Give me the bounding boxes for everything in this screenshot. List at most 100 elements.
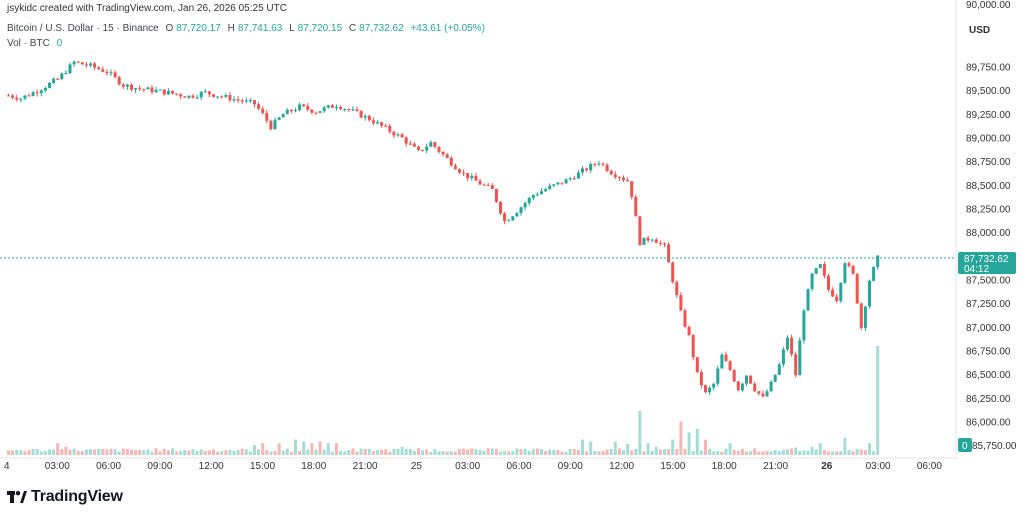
candle-body [162, 89, 166, 95]
candle-body [822, 264, 826, 276]
volume-bar [125, 448, 129, 455]
volume-bar [11, 450, 15, 455]
x-tick-label: 26 [821, 461, 833, 472]
candle-body [720, 354, 724, 369]
volume-bar [626, 443, 630, 455]
volume-bar [708, 448, 712, 455]
candle-body [412, 143, 416, 147]
price-axis[interactable]: USD 90,000.00 89,750.00 89,500.00 89,250.0… [966, 0, 1011, 429]
volume-bar [404, 448, 408, 455]
volume-bars [7, 346, 880, 455]
volume-bar [585, 451, 589, 455]
candle-body [527, 197, 531, 204]
candle-body [154, 89, 158, 93]
volume-bar [683, 448, 687, 455]
volume-label[interactable]: Vol · BTC [7, 38, 50, 49]
candle-body [388, 125, 392, 132]
volume-bar [658, 449, 662, 455]
candle-body [810, 273, 814, 290]
volume-bar [89, 449, 92, 455]
volume-bar [835, 451, 839, 455]
candle-body [207, 91, 211, 95]
volume-bar [146, 449, 150, 455]
tradingview-logo[interactable]: TradingView [7, 488, 123, 506]
volume-bar [679, 421, 683, 455]
volume-bar [806, 450, 810, 455]
volume-bar [84, 449, 88, 455]
volume-bar [39, 451, 43, 455]
volume-bar [48, 449, 51, 455]
volume-bar [52, 449, 56, 455]
candle-body [486, 184, 490, 186]
volume-bar [417, 448, 420, 455]
candle-body [683, 310, 687, 327]
x-tick-label: 21:00 [763, 461, 788, 472]
candle-body [433, 142, 437, 147]
candle-body [421, 149, 425, 151]
y-tick-label: 89,500.00 [966, 86, 1011, 97]
volume-bar [171, 448, 174, 455]
candle-body [277, 117, 281, 120]
volume-bar [425, 449, 429, 455]
volume-bar [478, 449, 482, 455]
y-tick-label: 87,000.00 [966, 323, 1011, 334]
y-tick-partial-top: 90,000.00 [966, 0, 1011, 11]
x-tick-label: 15:00 [660, 461, 685, 472]
candle-body [429, 142, 433, 147]
candle-body [847, 263, 851, 266]
candle-body [80, 62, 84, 65]
candle-body [474, 175, 478, 181]
volume-bar [35, 448, 39, 455]
y-tick-label: 88,500.00 [966, 181, 1011, 192]
candle-body [351, 109, 355, 111]
candle-body [449, 157, 453, 166]
volume-bar [876, 346, 880, 455]
candle-body [601, 163, 605, 165]
candle-body [745, 375, 748, 384]
candle-body [687, 326, 691, 336]
candle-body [617, 177, 621, 179]
volume-bar [281, 450, 285, 455]
volume-badge: 0 85,750.00 [958, 438, 1017, 452]
x-tick-label: 03:00 [455, 461, 480, 472]
volume-bar [97, 448, 101, 455]
candle-body [704, 385, 707, 393]
volume-bar [224, 450, 228, 455]
volume-bar [105, 449, 109, 455]
candle-body [490, 185, 494, 190]
price-badge-bg [958, 252, 1016, 274]
currency-label[interactable]: USD [969, 25, 990, 36]
volume-bar [638, 410, 642, 455]
time-axis[interactable]: 4 03:00 06:00 09:00 12:00 15:00 18:00 21:00 25 03… [4, 461, 942, 472]
volume-bar [486, 448, 490, 455]
volume-bar [166, 450, 170, 455]
candle-body [622, 177, 625, 180]
candle-body [347, 109, 351, 111]
volume-bar [572, 448, 576, 455]
candle-body [482, 184, 486, 186]
candle-body [158, 89, 162, 91]
volume-bar [273, 451, 277, 455]
candle-body [802, 310, 806, 341]
price-chart[interactable]: USD 90,000.00 89,750.00 89,500.00 89,250.0… [0, 0, 1024, 480]
price-badge-value: 87,732.62 [964, 254, 1009, 265]
candle-body [261, 108, 265, 113]
candle-body [179, 94, 183, 97]
candle-body [367, 115, 371, 121]
candle-body [56, 78, 60, 80]
candle-body [466, 173, 470, 179]
volume-bar [535, 448, 539, 455]
symbol-title[interactable]: Bitcoin / U.S. Dollar · 15 · Binance [7, 23, 159, 34]
candle-body [84, 64, 88, 66]
candle-body [593, 164, 597, 166]
candle-body [76, 61, 80, 63]
volume-bar [675, 449, 679, 455]
volume-bar [732, 449, 736, 455]
candle-body [195, 97, 199, 99]
volume-bar [322, 449, 326, 455]
volume-bar [310, 443, 314, 455]
candle-body [453, 165, 457, 170]
volume-bar [359, 448, 363, 455]
volume-bar [43, 450, 47, 455]
volume-bar [843, 437, 847, 455]
